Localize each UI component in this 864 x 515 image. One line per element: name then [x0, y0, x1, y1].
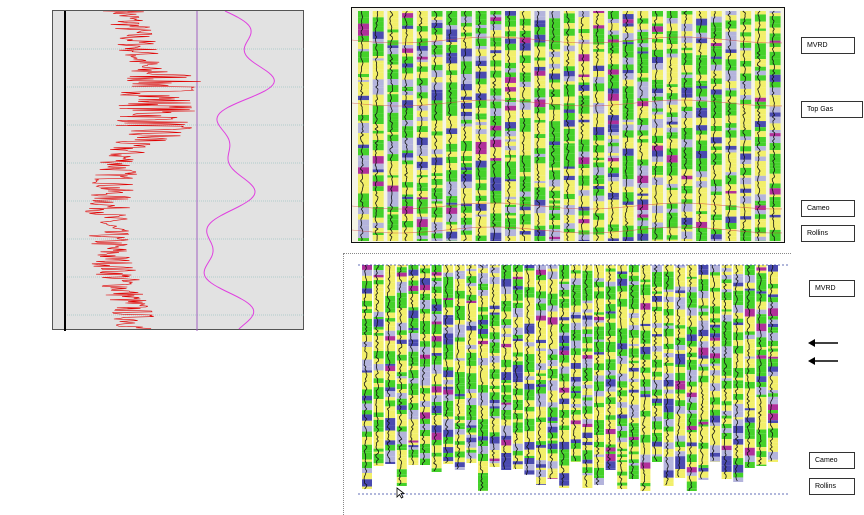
left-arrow-icon — [808, 357, 838, 365]
label-top-gas: Top Gas — [801, 101, 863, 118]
left-arrow-icon — [808, 339, 838, 347]
label-mvrd-bottom: MVRD — [809, 280, 855, 297]
label-rollins-top: Rollins — [801, 225, 855, 242]
well-log-panel — [52, 10, 305, 331]
bottom-section-frame — [343, 253, 791, 515]
label-rollins-bottom: Rollins — [809, 478, 855, 495]
arrow-markers — [808, 339, 838, 365]
label-mvrd-top: MVRD — [801, 37, 855, 54]
bottom-cross-section-plot — [358, 262, 788, 504]
mouse-cursor-icon — [396, 487, 406, 499]
bottom-cross-section — [358, 262, 788, 504]
well-log-plot — [64, 11, 305, 331]
top-cross-section — [351, 7, 785, 243]
top-cross-section-plot — [352, 10, 783, 242]
label-cameo-bottom: Cameo — [809, 452, 855, 469]
label-cameo-top: Cameo — [801, 200, 855, 217]
